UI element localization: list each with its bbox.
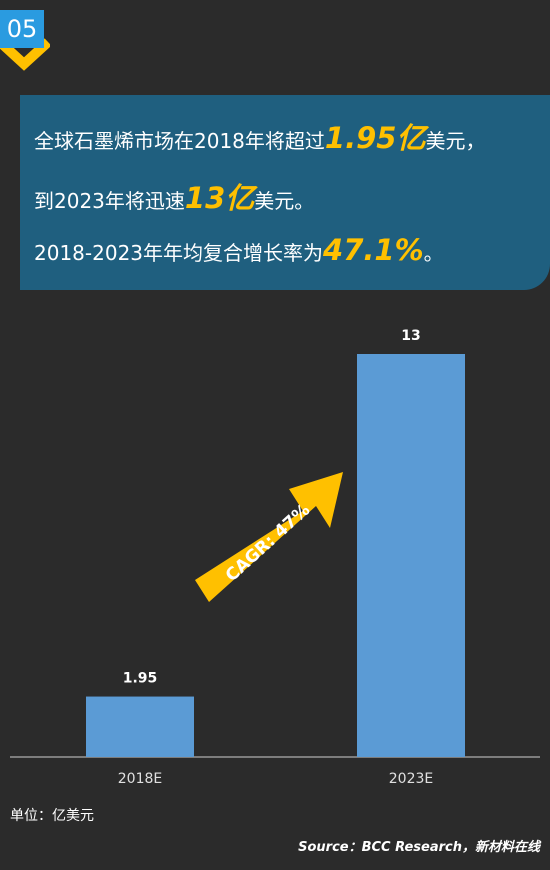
unit-label: 单位：亿美元 — [10, 808, 94, 824]
bar-2023E — [357, 354, 465, 757]
headline-text: 2018-2023年年均复合增长率为 — [34, 241, 324, 265]
headline-text: 美元。 — [254, 189, 315, 213]
bar-2018E — [86, 696, 194, 757]
chevron-decoration-icon — [0, 38, 50, 71]
bar-chart: CAGR: 47% 1.95 2018E 13 2023E — [10, 328, 540, 787]
headline-highlight: 13亿 — [184, 181, 255, 215]
data-label-2018E: 1.95 — [123, 671, 158, 687]
headline-line-1: 全球石墨烯市场在2018年将超过1.95亿美元， — [34, 115, 485, 157]
headline-highlight: 1.95亿 — [324, 121, 426, 155]
cagr-arrow — [195, 472, 343, 602]
section-number: 05 — [0, 10, 44, 48]
headline-highlight: 47.1% — [323, 233, 424, 267]
headline-line-3: 2018-2023年年均复合增长率为47.1%。 — [34, 233, 444, 267]
tick-label-2018E: 2018E — [118, 771, 162, 787]
cagr-label: CAGR: 47% — [222, 500, 314, 586]
tick-label-2023E: 2023E — [389, 771, 433, 787]
section-badge: 05 — [0, 0, 50, 78]
source-note: Source：BCC Research，新材料在线 — [298, 840, 540, 855]
headline-text: 。 — [423, 241, 444, 265]
headline-text: 全球石墨烯市场在2018年将超过 — [34, 129, 325, 153]
headline-line-2: 到2023年将迅速13亿美元。 — [34, 175, 314, 217]
headline-text: 美元， — [425, 129, 486, 153]
headline-banner: 全球石墨烯市场在2018年将超过1.95亿美元， 到2023年将迅速13亿美元。… — [20, 95, 550, 290]
headline-text: 到2023年将迅速 — [34, 189, 185, 213]
data-label-2023E: 13 — [401, 328, 420, 344]
